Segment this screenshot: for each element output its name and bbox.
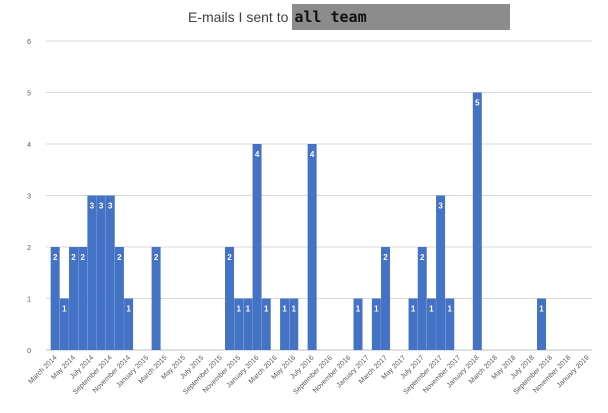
bar-data-label: 1 [374,305,379,314]
bar-data-label: 1 [448,305,453,314]
bar [261,298,271,350]
bar [225,247,235,350]
bar-data-label: 1 [292,305,297,314]
bar [426,298,436,350]
bar [307,144,317,350]
chart-title: E-mails I sent to all team [188,4,511,30]
bar [289,298,299,350]
bar-data-label: 3 [438,202,443,211]
bar [417,247,427,350]
y-tick-label: 0 [27,348,31,355]
bar-data-label: 1 [411,305,416,314]
bar [105,195,115,350]
bar [124,298,134,350]
bar [537,298,547,350]
bar-data-label: 2 [154,253,159,262]
y-tick-label: 3 [27,194,31,201]
bar-data-label: 1 [62,305,67,314]
bar [114,247,124,350]
bar [151,247,161,350]
bar [371,298,381,350]
y-tick-label: 4 [27,142,31,149]
bar [69,247,79,350]
y-tick-label: 1 [27,297,31,304]
bar [78,247,88,350]
bar-data-label: 3 [90,202,95,211]
bar-data-label: 4 [310,150,315,159]
bar-data-label: 4 [255,150,260,159]
bar-data-label: 2 [227,253,232,262]
bar-data-label: 1 [282,305,287,314]
bar [252,144,262,350]
bar [59,298,69,350]
bar-data-label: 1 [539,305,544,314]
bar-data-label: 2 [71,253,76,262]
bar [243,298,253,350]
bar [381,247,391,350]
bar [50,247,60,350]
bar [353,298,363,350]
bar-data-label: 1 [236,305,241,314]
bar-data-label: 2 [53,253,58,262]
bar-data-label: 3 [99,202,104,211]
bar-data-label: 1 [126,305,131,314]
bar-data-label: 1 [264,305,269,314]
bar-data-label: 2 [383,253,388,262]
bar-data-label: 1 [429,305,434,314]
bar [96,195,106,350]
bar [87,195,97,350]
bar-data-label: 1 [246,305,251,314]
bar-data-label: 2 [117,253,122,262]
chart-title-text: E-mails I sent to [188,9,289,25]
bar [472,92,482,350]
bar-data-label: 3 [108,202,113,211]
y-tick-label: 2 [27,245,31,252]
bar-data-label: 1 [356,305,361,314]
bar-data-label: 2 [420,253,425,262]
y-tick-label: 5 [27,91,31,98]
bar [280,298,290,350]
bar-data-label: 2 [80,253,85,262]
bar [234,298,244,350]
bar-data-label: 5 [475,99,480,108]
bar [445,298,455,350]
y-tick-label: 6 [27,39,31,46]
bar [436,195,446,350]
chart-title-highlight: all team [292,4,511,30]
bar [408,298,418,350]
